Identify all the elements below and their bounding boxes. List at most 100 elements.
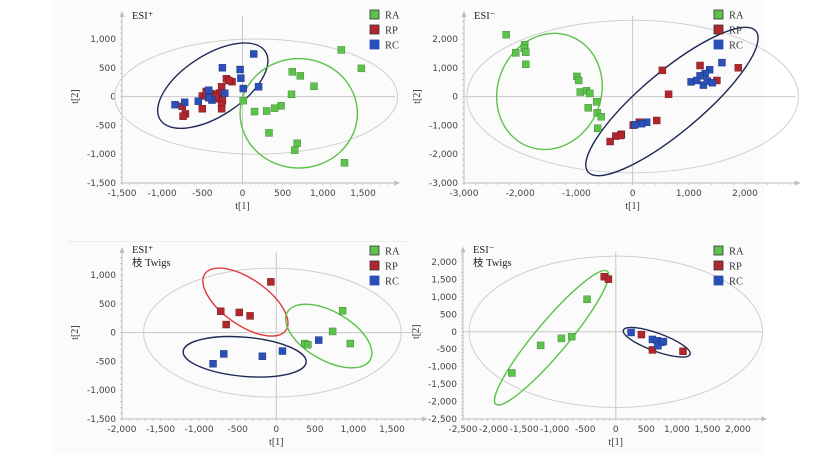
y-tick-label: 0	[110, 329, 116, 339]
legend-label-ra: RA	[385, 247, 400, 258]
y-tick-label: -1,500	[428, 380, 457, 390]
y-axis-title: t[2]	[70, 89, 81, 103]
point-rc	[278, 347, 287, 355]
x-tick-label: -1,500	[510, 425, 539, 435]
y-tick-label: 0	[452, 93, 458, 103]
panel-subtitle: 枝 Twigs	[132, 256, 171, 269]
legend-label-rp: RP	[385, 26, 398, 37]
point-rp	[217, 104, 226, 113]
ellipse-rp	[202, 267, 289, 337]
x-axis-arrow-icon	[421, 416, 428, 422]
point-rc	[237, 74, 245, 82]
point-rp	[648, 346, 657, 354]
x-axis-arrow-icon	[394, 180, 401, 186]
point-ra	[250, 107, 259, 116]
ellipse-ra	[493, 269, 610, 406]
x-tick-label: -500	[227, 425, 248, 435]
panel-title: ESI⁻	[473, 245, 495, 256]
y-tick-label: 0	[110, 93, 116, 103]
point-rc	[699, 81, 708, 89]
point-rp	[696, 61, 704, 70]
y-tick-label: -1,000	[429, 121, 458, 131]
x-tick-label: -2,000	[479, 425, 508, 435]
y-tick-label: -500	[96, 357, 117, 367]
x-tick-label: -2,000	[107, 425, 136, 435]
x-tick-label: -1,000	[540, 425, 569, 435]
x-tick-label: -500	[575, 425, 596, 435]
x-tick-label: 0	[273, 425, 279, 435]
y-tick-label: -2,000	[428, 398, 457, 408]
point-ra	[522, 60, 530, 69]
legend-swatch-rp	[713, 260, 724, 271]
x-tick-label: 500	[638, 425, 655, 435]
point-rc	[258, 352, 267, 360]
legend-label-rp: RP	[385, 262, 398, 273]
legend-swatch-rp	[369, 260, 380, 271]
x-tick-label: 1,000	[310, 189, 336, 199]
point-ra	[586, 89, 594, 98]
point-rp	[617, 131, 625, 140]
panel-title: ESI⁺	[132, 245, 154, 256]
y-axis-arrow-icon	[119, 10, 125, 17]
x-axis-title: t[1]	[269, 437, 283, 448]
y-tick-label: -1,000	[87, 150, 116, 160]
ellipse-rc	[182, 335, 307, 378]
point-ra	[291, 146, 299, 154]
point-rc	[236, 65, 244, 74]
x-tick-label: -1,000	[562, 189, 591, 199]
point-rp	[222, 320, 230, 329]
x-tick-label: -1,000	[148, 189, 177, 199]
y-tick-label: -500	[437, 345, 458, 355]
y-tick-label: 1,000	[90, 271, 116, 281]
x-tick-label: -500	[192, 189, 213, 199]
point-ra	[592, 98, 601, 106]
point-rp	[679, 347, 687, 356]
point-rc	[250, 50, 258, 58]
point-rc	[705, 66, 714, 74]
point-rc	[239, 84, 248, 93]
y-tick-label: -2,000	[429, 150, 458, 160]
y-axis-arrow-icon	[461, 10, 467, 17]
y-tick-label: 1,000	[431, 293, 457, 303]
y-tick-label: 1,500	[431, 275, 457, 285]
point-ra	[287, 90, 296, 98]
legend-swatch-ra	[369, 9, 380, 20]
y-tick-label: 0	[451, 328, 457, 338]
y-tick-label: 500	[99, 64, 116, 74]
point-ra	[522, 48, 530, 56]
x-tick-label: 1,000	[676, 189, 702, 199]
x-tick-label: 500	[306, 425, 323, 435]
x-tick-label: 1,000	[664, 425, 690, 435]
point-rc	[627, 328, 635, 337]
point-ra	[296, 72, 305, 80]
x-tick-label: 1,500	[379, 425, 405, 435]
x-axis-arrow-icon	[761, 416, 768, 422]
legend-swatch-ra	[713, 245, 724, 256]
y-tick-label: 1,000	[432, 64, 458, 74]
x-tick-label: 2,000	[732, 189, 758, 199]
point-ra	[270, 104, 279, 112]
y-tick-label: 500	[440, 310, 457, 320]
ellipse-ra	[284, 303, 373, 369]
y-tick-label: 2,000	[431, 258, 457, 268]
y-axis-title: t[2]	[70, 325, 81, 339]
point-ra	[337, 46, 346, 54]
y-axis-title: t[2]	[411, 325, 422, 339]
ellipse-rc	[585, 26, 759, 177]
legend-label-ra: RA	[385, 11, 400, 22]
y-tick-label: -1,000	[87, 386, 116, 396]
point-ra	[574, 76, 583, 85]
legend-label-rp: RP	[729, 26, 742, 37]
x-tick-label: 2,000	[725, 425, 751, 435]
point-ra	[328, 327, 337, 336]
row-separator	[68, 241, 408, 242]
y-tick-label: 500	[99, 300, 116, 310]
point-rc	[194, 97, 203, 105]
point-ra	[262, 107, 271, 115]
